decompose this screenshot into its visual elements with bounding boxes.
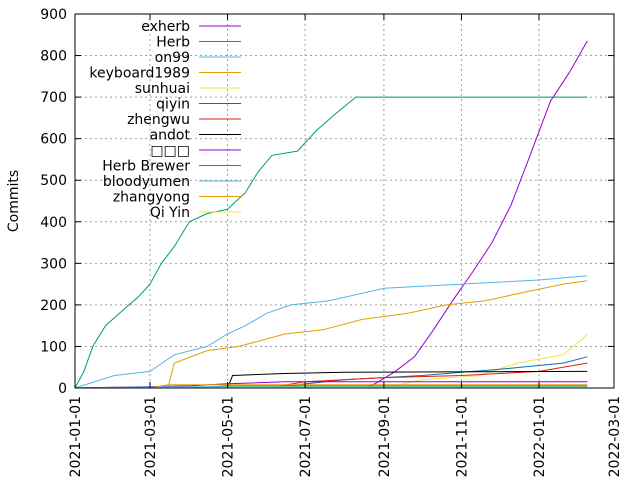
legend-label: sunhuai [135,81,190,97]
x-tick-label: 2021-09-01 [377,396,393,477]
legend-label: on99 [155,50,190,66]
y-tick-label: 800 [40,49,67,65]
series-line-5 [266,356,588,389]
grid [75,14,614,388]
y-tick-label: 400 [40,215,67,231]
legend-label: exherb [141,19,190,35]
legend-label: Qi Yin [150,205,190,221]
legend-label: bloodyumen [103,174,190,190]
series-line-4 [383,334,588,389]
y-tick-label: 700 [40,90,67,106]
legend-label: qiyin [156,97,190,113]
plot-frame [74,13,615,389]
series-line-0 [362,40,588,389]
y-tick-label: 900 [40,7,67,23]
series-line-11 [149,384,588,389]
series-line-1 [74,96,588,389]
x-tick-label: 2022-01-01 [532,396,548,477]
legend-label: zhangyong [113,190,190,206]
legend-label: keyboard1989 [89,66,190,82]
x-tick-label: 2021-03-01 [143,396,159,477]
y-tick-label: 200 [40,298,67,314]
legend: exherbHerbon99keyboard1989sunhuaiqiyinzh… [89,19,241,221]
y-tick-label: 600 [40,132,67,148]
x-tick-label: 2021-01-01 [68,396,84,477]
y-tick-label: 100 [40,339,67,355]
legend-label: Herb [156,35,190,51]
series-line-7 [227,370,588,389]
x-tick-label: 2021-11-01 [454,396,470,477]
legend-label: andot [150,128,191,144]
y-axis-label: Commits [6,170,22,232]
legend-label: Herb Brewer [102,159,190,175]
y-tick-label: 500 [40,173,67,189]
series-line-3 [167,280,588,389]
x-tick-label: 2021-05-01 [221,396,237,477]
y-tick-label: 300 [40,256,67,272]
axis-ticks: 0 100 200 300 400 500 600 700 800 900 2021-01-01 20… [40,7,623,477]
x-tick-label: 2021-07-01 [298,396,314,477]
series-line-2 [74,275,588,389]
series-line-6 [266,362,588,389]
y-tick-label: 0 [58,381,67,397]
x-tick-label: 2022-03-01 [607,396,623,477]
legend-label: zhengwu [127,112,190,128]
legend-label: □□□ [150,143,190,159]
